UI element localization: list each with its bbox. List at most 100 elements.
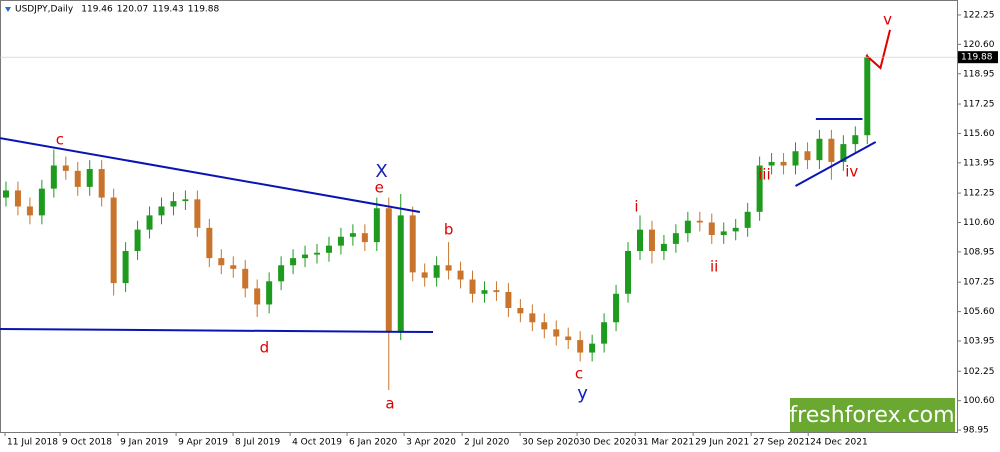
candle-body (529, 313, 536, 323)
wave-label: a (385, 395, 394, 413)
candle-body (2, 190, 9, 198)
wave-label: X (375, 161, 387, 182)
symbol-icon (5, 7, 11, 12)
candle-body (337, 236, 344, 246)
x-tick-label: 2 Jul 2020 (464, 438, 509, 448)
x-tick-label: 11 Jul 2018 (7, 438, 58, 448)
candle-body (397, 215, 404, 332)
wave-label: i (634, 198, 638, 216)
candle-body (565, 336, 572, 341)
wave-label: e (375, 178, 384, 196)
candle-body (613, 293, 620, 323)
y-tick-label: 98.95 (963, 426, 989, 436)
candle-body (696, 220, 703, 223)
candle-body (314, 252, 321, 255)
x-tick-label: 9 Oct 2018 (62, 438, 112, 448)
candle-body (672, 233, 679, 244)
x-tick-label: 4 Oct 2019 (292, 438, 342, 448)
candle-body (361, 233, 368, 243)
candle-body (768, 161, 775, 166)
header-value: 119.88 (188, 5, 220, 15)
candle-body (26, 206, 33, 216)
candle-body (206, 227, 213, 259)
candle-body (792, 151, 799, 166)
trendline (795, 141, 877, 187)
wave-label: iv (845, 163, 858, 181)
candle-body (840, 144, 847, 162)
wave-label: c (56, 131, 64, 149)
candle-body (816, 138, 823, 161)
candle-body (457, 270, 464, 280)
candles (2, 53, 871, 390)
y-tick-label: 103.95 (963, 336, 995, 346)
candle-body (780, 161, 787, 166)
wave-label: v (883, 10, 892, 28)
candle-body (86, 169, 93, 187)
y-tick-label: 112.25 (963, 189, 995, 199)
y-tick-label: 113.95 (963, 158, 995, 168)
candle-body (62, 165, 69, 171)
candle-body (170, 201, 177, 207)
candle-body (325, 245, 332, 253)
candle-body (517, 308, 524, 314)
candle-body (110, 197, 117, 284)
y-tick-label: 115.60 (963, 129, 995, 139)
candle-body (182, 199, 189, 202)
candle-body (14, 190, 21, 207)
candle-body (636, 229, 643, 252)
chart-title: USDJPY,Daily (15, 5, 74, 15)
y-tick-label: 122.25 (963, 10, 995, 20)
candle-body (50, 165, 57, 189)
watermark: freshforex.com (789, 403, 954, 428)
candle-body (38, 188, 45, 216)
y-tick-label: 117.25 (963, 100, 995, 110)
x-tick-label: 9 Apr 2019 (178, 438, 228, 448)
candle-body (804, 151, 811, 161)
y-tick-label: 108.95 (963, 247, 995, 257)
y-tick-label: 118.95 (963, 69, 995, 79)
candle-body (242, 268, 249, 289)
candle-body (218, 258, 225, 266)
candle-body (720, 231, 727, 235)
x-tick-label: 9 Jan 2019 (120, 438, 168, 448)
candle-body (684, 220, 691, 234)
wave-label: y (577, 383, 588, 404)
candle-body (98, 169, 105, 198)
candle-body (493, 290, 500, 292)
y-tick-label: 120.60 (963, 40, 995, 50)
trendline (865, 29, 891, 70)
candle-body (864, 57, 871, 136)
wave-label: d (260, 339, 270, 357)
wave-label: ii (710, 258, 718, 276)
candle-body (254, 288, 261, 305)
candle-body (601, 322, 608, 344)
header-value: 119.46 (81, 5, 113, 15)
wave-label: b (444, 220, 454, 238)
x-tick-label: 27 Sep 2021 (753, 438, 810, 448)
y-tick-label: 107.25 (963, 278, 995, 288)
x-tick-label: 8 Jul 2019 (235, 438, 280, 448)
x-tick-label: 29 Jun 2021 (695, 438, 749, 448)
candle-body (744, 211, 751, 228)
candle-body (146, 215, 153, 230)
header-value: 119.43 (152, 5, 184, 15)
candle-body (541, 322, 548, 330)
candle-body (385, 208, 392, 332)
candle-body (290, 258, 297, 266)
candle-body (756, 165, 763, 212)
header-value: 120.07 (117, 5, 149, 15)
candle-body (421, 272, 428, 278)
candle-body (134, 229, 141, 252)
candle-body (266, 281, 273, 305)
x-tick-label: 30 Dec 2020 (579, 438, 637, 448)
candle-body (589, 343, 596, 353)
candle-body (469, 279, 476, 294)
candle-body (433, 265, 440, 278)
candle-body (648, 229, 655, 252)
candle-body (852, 135, 859, 145)
candle-body (732, 227, 739, 232)
wave-label: c (575, 365, 583, 383)
trendline (0, 137, 421, 213)
plot-frame (0, 0, 958, 433)
candle-body (194, 199, 201, 228)
